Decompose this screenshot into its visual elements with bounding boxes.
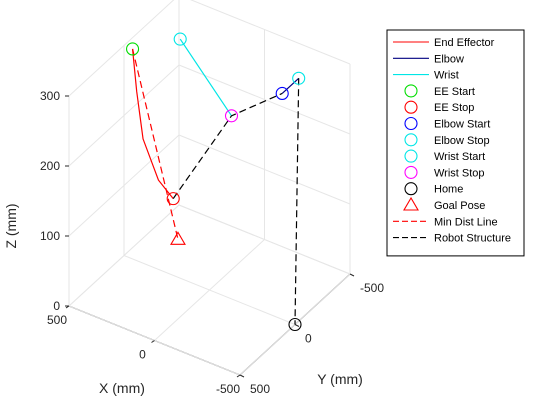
marker-wrist-start: [292, 71, 306, 85]
legend-swatch-circle: [404, 84, 418, 98]
legend-label: Elbow Stop: [434, 135, 490, 147]
y-tick-label: 500: [250, 382, 270, 396]
series-elbow: [281, 77, 300, 94]
marker-elbow-stop: [173, 32, 187, 46]
legend-label: End Effector: [434, 37, 495, 49]
legend-swatch-circle: [404, 165, 418, 179]
legend-swatch-circle: [404, 116, 418, 131]
z-axis-label: Z (mm): [3, 203, 19, 248]
legend: End Effector Elbow Wrist EE Start EE Stop E…: [386, 29, 525, 257]
x-axis-label: X (mm): [99, 380, 145, 396]
y-tick-mark: [349, 273, 355, 277]
y-tick-mark: [294, 324, 300, 327]
legend-label: EE Start: [434, 86, 475, 98]
marker-goal-pose: [170, 231, 186, 245]
legend-label: Wrist: [434, 70, 459, 82]
legend-label: Wrist Stop: [434, 167, 485, 179]
legend-swatch-circle: [404, 182, 418, 196]
legend-label: Elbow: [434, 53, 464, 65]
y-axis-label: Y (mm): [317, 371, 363, 387]
y-tick-label: 0: [305, 332, 312, 346]
legend-label: Elbow Start: [434, 119, 490, 131]
x-tick-label: 0: [139, 348, 146, 362]
marker-ee-stop: [166, 192, 180, 206]
z-tick-label: 200: [40, 159, 60, 173]
x-tick-mark: [151, 340, 155, 343]
z-tick-label: 0: [53, 299, 60, 313]
series-robot-structure: [294, 78, 300, 325]
plot-series: [131, 38, 300, 325]
y-tick-label: -500: [360, 281, 384, 295]
marker-wrist-stop: [224, 109, 239, 123]
legend-swatch-circle: [404, 100, 418, 114]
legend-label: Robot Structure: [434, 233, 511, 245]
legend-label: Min Dist Line: [434, 216, 498, 228]
marker-ee-start: [126, 42, 140, 56]
x-tick-mark: [236, 374, 241, 378]
plot-markers: [126, 32, 306, 332]
legend-swatch-triangle: [403, 196, 419, 211]
grid-lines: [68, 0, 351, 376]
series-wrist: [179, 38, 232, 117]
z-tick-label: 100: [40, 229, 60, 243]
series-robot-structure: [172, 92, 283, 199]
z-tick-label: 300: [40, 89, 60, 103]
legend-label: Home: [434, 184, 463, 196]
legend-label: Goal Pose: [434, 200, 485, 212]
legend-label: Wrist Start: [434, 151, 485, 163]
legend-swatch-circle: [404, 133, 418, 147]
marker-elbow-start: [275, 86, 289, 100]
x-tick-label: -500: [216, 382, 240, 396]
series-end-effector: [131, 48, 174, 200]
legend-box: [386, 29, 525, 257]
legend-label: EE Stop: [434, 102, 474, 114]
x-tick-label: 500: [47, 313, 67, 327]
y-tick-mark: [239, 374, 245, 378]
legend-swatch-circle: [404, 149, 418, 163]
marker-home: [288, 317, 302, 332]
floor-grid-line: [123, 255, 296, 325]
